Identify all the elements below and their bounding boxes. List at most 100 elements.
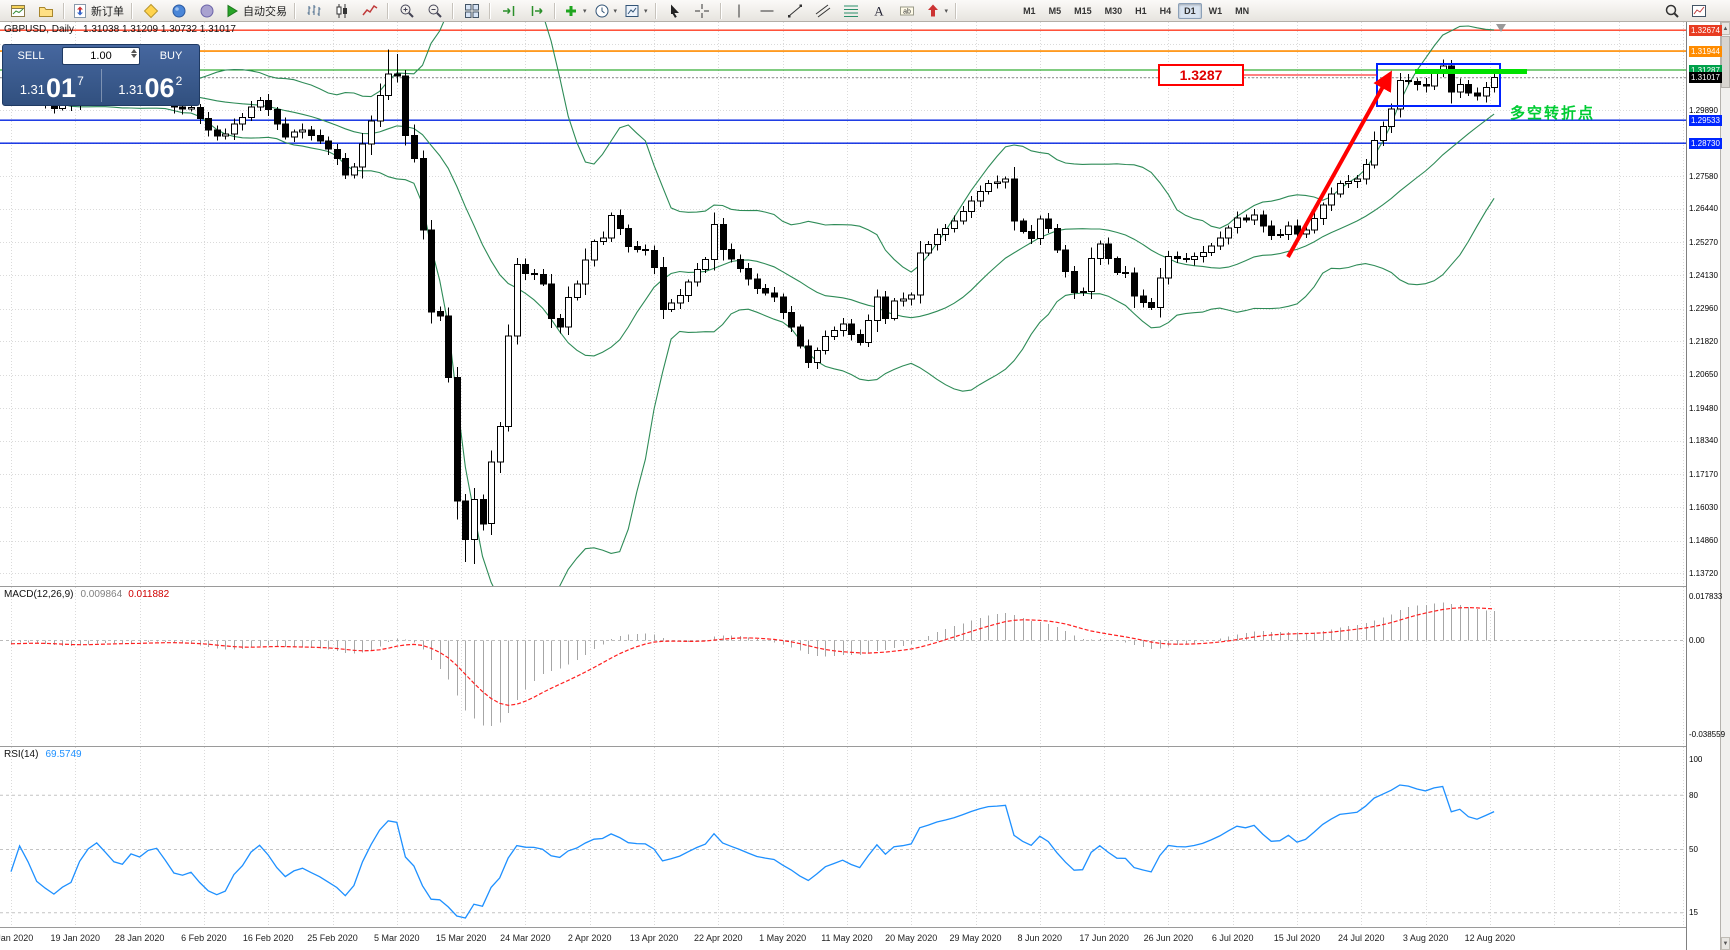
volume-up-button[interactable]	[131, 48, 137, 53]
main-chart-panel[interactable]: GBPUSD, Daily 1.31038 1.31209 1.30732 1.3…	[0, 22, 1686, 586]
toolbar-right-group	[1658, 0, 1712, 21]
strategy-tester-button[interactable]	[193, 0, 220, 21]
price-axis-label: 1.24130	[1689, 270, 1718, 280]
price-axis-label: 1.32674	[1689, 24, 1722, 36]
timeframe-m15-button[interactable]: M15	[1074, 5, 1092, 16]
text-button[interactable]: A	[866, 0, 893, 21]
channel-button[interactable]	[810, 0, 837, 21]
timeframe-m5-button[interactable]: M5	[1048, 5, 1062, 16]
templates-button[interactable]: ▾	[621, 0, 651, 21]
rsi-canvas[interactable]	[0, 747, 1686, 927]
buy-price-button[interactable]: 1.31 06 2	[102, 66, 200, 105]
turning-point-annotation[interactable]: 多空转折点	[1510, 105, 1596, 122]
price-axis-label: 1.31287	[1689, 64, 1722, 76]
sell-button[interactable]: SELL	[17, 49, 45, 62]
scrollbar-thumb[interactable]	[1721, 36, 1730, 88]
charts-button[interactable]	[4, 0, 31, 21]
vertical-line-button[interactable]	[726, 0, 753, 21]
zoom-out-button[interactable]	[421, 0, 448, 21]
rsi-panel[interactable]: RSI(14) 69.5749	[0, 747, 1686, 927]
rsi-value: 69.5749	[45, 749, 82, 760]
price-axis[interactable]: 1.32674 1.31944 1.31287 1.31017 1.29890 1.295…	[1686, 22, 1725, 950]
volume-down-button[interactable]	[131, 53, 137, 58]
auto-scroll-button[interactable]	[495, 0, 522, 21]
macd-canvas[interactable]	[0, 587, 1686, 746]
tile-windows-button[interactable]	[458, 0, 485, 21]
crosshair-icon	[695, 3, 710, 18]
trendline-icon	[788, 4, 803, 17]
toolbar-separator	[387, 2, 389, 19]
bar-chart-icon	[307, 4, 320, 16]
macd-panel[interactable]: MACD(12,26,9) 0.009864 0.011882	[0, 587, 1686, 746]
bar-chart-button[interactable]	[300, 0, 327, 21]
horizontal-line-button[interactable]	[754, 0, 781, 21]
vertical-scrollbar[interactable]: ▲ ▼	[1720, 22, 1730, 950]
date-label: 19 Jan 2020	[50, 933, 101, 943]
arrows-button[interactable]: ▾	[922, 0, 952, 21]
new-order-button[interactable]: 新订单	[69, 0, 127, 21]
chart-shift-button[interactable]	[523, 0, 550, 21]
trendline-button[interactable]	[782, 0, 809, 21]
macd-axis-label: 0.00	[1689, 635, 1705, 645]
indicators-button[interactable]: ▾	[560, 0, 590, 21]
text-label-icon: ab	[900, 6, 915, 15]
rsi-name: RSI(14)	[4, 749, 39, 760]
templates-icon	[625, 4, 639, 17]
search-button[interactable]	[1658, 0, 1685, 21]
buy-button[interactable]: BUY	[159, 49, 183, 62]
macd-axis-label: 0.017833	[1689, 591, 1723, 601]
timeframe-m30-button[interactable]: M30	[1104, 5, 1123, 16]
timeframe-d1-button[interactable]: D1	[1178, 2, 1202, 19]
periods-button[interactable]: ▾	[591, 0, 621, 21]
price-axis-label: 1.29533	[1689, 114, 1722, 126]
autotrading-button-label: 自动交易	[243, 5, 287, 18]
timeframe-w1-button[interactable]: W1	[1208, 5, 1223, 16]
profiles-button[interactable]	[32, 0, 59, 21]
toolbar-separator	[63, 2, 65, 19]
main-chart-canvas[interactable]	[0, 22, 1686, 586]
sell-price-big: 01	[46, 73, 77, 103]
timeframe-m1-button[interactable]: M1	[1023, 5, 1036, 16]
candlestick-button[interactable]	[328, 0, 355, 21]
timeframe-h4-button[interactable]: H4	[1159, 5, 1172, 16]
crosshair-button[interactable]	[689, 0, 716, 21]
sell-price-main: 1.31	[19, 82, 46, 97]
date-axis[interactable]: 8 Jan 2020 19 Jan 2020 28 Jan 2020 6 Feb 20…	[0, 928, 1686, 950]
autotrading-button[interactable]: 自动交易	[221, 0, 290, 21]
date-label: 6 Jul 2020	[1211, 933, 1254, 943]
chart-shift-icon	[531, 5, 543, 16]
line-chart-button[interactable]	[356, 0, 383, 21]
price-annotation-label[interactable]: 1.3287	[1158, 64, 1244, 86]
panel-splitter[interactable]	[0, 746, 1720, 747]
date-label: 6 Feb 2020	[181, 933, 227, 943]
price-axis-label: 1.14860	[1689, 536, 1718, 546]
volume-spinner	[131, 48, 137, 58]
terminal-button[interactable]	[165, 0, 192, 21]
text-label-button[interactable]: ab	[894, 0, 921, 21]
timeframe-mn-button[interactable]: MN	[1235, 5, 1250, 16]
metaeditor-button[interactable]	[137, 0, 164, 21]
zoom-in-button[interactable]	[393, 0, 420, 21]
scroll-down-button[interactable]: ▼	[1721, 937, 1730, 950]
price-axis-label: 1.17170	[1689, 470, 1718, 479]
new-chart-button[interactable]	[1685, 0, 1712, 21]
rsi-axis-label: 15	[1689, 908, 1698, 918]
scroll-up-button[interactable]: ▲	[1721, 22, 1730, 35]
search-icon	[1665, 4, 1679, 18]
new-chart-icon	[1691, 4, 1706, 17]
fibonacci-button[interactable]	[838, 0, 865, 21]
timeframe-h1-button[interactable]: H1	[1135, 5, 1147, 16]
sell-price-button[interactable]: 1.31 01 7	[3, 66, 101, 105]
vertical-line-icon	[738, 4, 740, 17]
date-label: 5 Mar 2020	[374, 933, 420, 943]
timeframe-group: M1 M5 M15 M30 H1 H4 D1 W1 MN	[1017, 2, 1255, 19]
volume-field[interactable]: 1.00	[62, 46, 140, 65]
date-label: 17 Jun 2020	[1079, 933, 1129, 943]
price-axis-label: 1.25270	[1689, 237, 1718, 247]
dropdown-caret-icon: ▾	[583, 7, 587, 15]
cursor-button[interactable]	[661, 0, 688, 21]
rsi-axis-label: 80	[1689, 790, 1698, 800]
rsi-label: RSI(14) 69.5749	[4, 749, 82, 760]
panel-splitter[interactable]	[0, 586, 1720, 587]
periods-icon	[595, 4, 609, 17]
